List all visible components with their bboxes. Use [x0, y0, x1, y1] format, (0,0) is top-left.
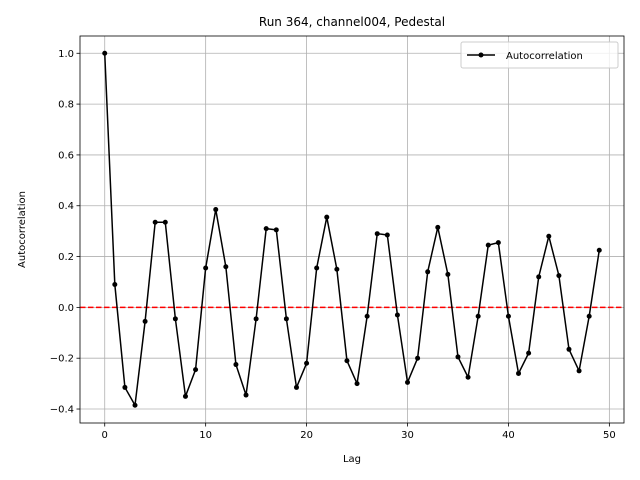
data-point	[273, 227, 279, 233]
data-point	[243, 392, 249, 398]
data-point	[172, 316, 178, 322]
data-point	[193, 367, 199, 373]
data-point	[182, 393, 188, 399]
legend: Autocorrelation	[460, 41, 619, 69]
x-tick-label: 10	[199, 430, 212, 441]
data-point	[304, 360, 310, 366]
data-point	[526, 350, 532, 356]
data-point	[536, 274, 542, 280]
x-tick-label: 30	[401, 430, 414, 441]
y-axis-title: Autocorrelation	[17, 191, 28, 268]
y-tick-label: 0.8	[58, 100, 74, 111]
data-point	[122, 384, 128, 390]
data-point	[405, 379, 411, 385]
data-point	[516, 370, 522, 376]
y-tick-label: −0.2	[50, 354, 74, 365]
data-point	[112, 282, 118, 288]
series-layer	[102, 50, 602, 408]
data-point	[596, 247, 602, 253]
data-point	[102, 50, 108, 56]
legend-marker-swatch	[478, 52, 484, 58]
data-point	[364, 313, 370, 319]
data-point	[394, 312, 400, 318]
data-point	[586, 313, 592, 319]
data-point	[142, 318, 148, 324]
chart-title: Run 364, channel004, Pedestal	[259, 15, 445, 29]
data-point	[253, 316, 259, 322]
data-point	[505, 313, 511, 319]
y-tick-label: 0.0	[58, 303, 74, 314]
data-point	[152, 219, 158, 225]
y-tick-label: 0.2	[58, 252, 74, 263]
y-tick-label: 1.0	[58, 49, 74, 60]
data-point	[465, 374, 471, 380]
data-point	[263, 226, 269, 232]
data-point	[455, 354, 461, 360]
data-point	[425, 269, 431, 275]
data-point	[293, 384, 299, 390]
y-tick-label: −0.4	[50, 405, 74, 416]
data-point	[384, 232, 390, 238]
data-point	[485, 242, 491, 248]
plot-frame	[79, 35, 625, 424]
x-tick-label: 40	[502, 430, 515, 441]
data-point	[162, 219, 168, 225]
x-axis-ticks: 0 10 20 30 40 50	[102, 423, 616, 441]
y-axis-ticks: −0.4 −0.2 0.0 0.2 0.4 0.6 0.8 1.0	[50, 49, 80, 416]
data-point	[495, 240, 501, 246]
data-point	[334, 266, 340, 272]
data-point	[374, 231, 380, 237]
data-point	[415, 355, 421, 361]
data-point	[566, 346, 572, 352]
x-tick-label: 20	[300, 430, 313, 441]
y-tick-label: 0.4	[58, 201, 74, 212]
x-tick-label: 50	[603, 430, 616, 441]
data-point	[203, 265, 209, 271]
data-point	[445, 271, 451, 277]
data-point	[223, 264, 229, 270]
series-line-autocorrelation	[103, 53, 601, 406]
x-axis-title: Lag	[343, 454, 361, 465]
data-point	[556, 273, 562, 279]
y-tick-label: 0.6	[58, 150, 74, 161]
data-point	[475, 313, 481, 319]
data-point	[314, 265, 320, 271]
data-point	[546, 233, 552, 239]
legend-box	[460, 41, 619, 69]
data-point	[344, 358, 350, 364]
data-point	[283, 316, 289, 322]
data-point	[233, 362, 239, 368]
data-point	[576, 368, 582, 374]
data-point	[354, 381, 360, 387]
data-point	[213, 207, 219, 213]
data-point	[132, 402, 138, 408]
x-tick-label: 0	[102, 430, 108, 441]
data-point	[324, 214, 330, 220]
data-point	[435, 224, 441, 230]
legend-label-autocorrelation: Autocorrelation	[506, 51, 583, 62]
